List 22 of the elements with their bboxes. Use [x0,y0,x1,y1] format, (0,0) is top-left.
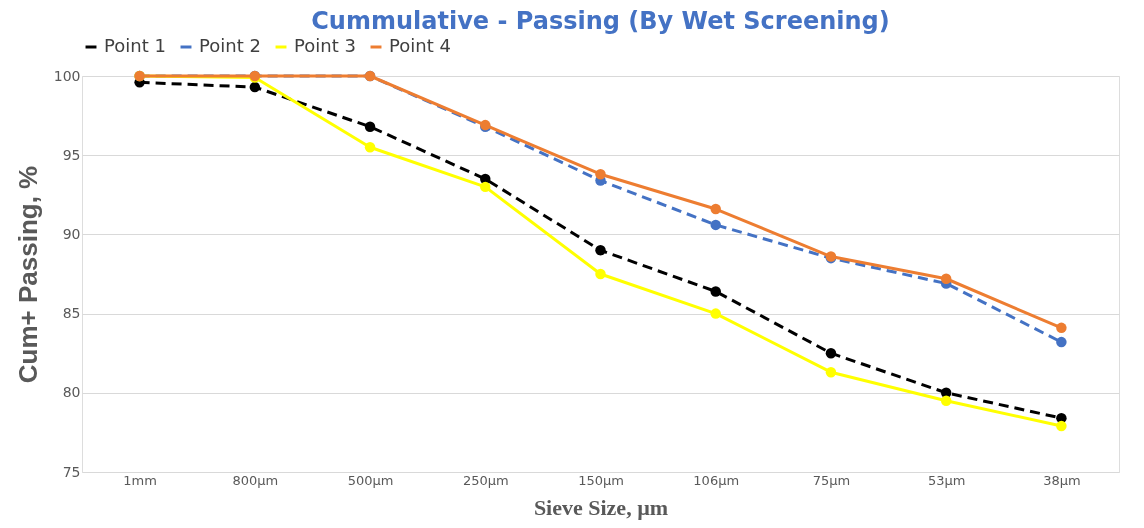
y-tick-label: 80 [62,384,81,401]
x-tick-label: 1mm [123,472,157,488]
y-tick-label: 100 [53,67,81,84]
chart-title: Cummulative - Passing (By Wet Screening) [311,7,890,35]
y-tick-label: 90 [62,225,81,242]
x-tick-label: 38µm [1043,472,1081,488]
legend-label: Point 1 [104,35,166,56]
x-tick-label: 800µm [232,472,279,488]
x-tick-label: 500µm [347,472,394,488]
y-tick-label: 75 [62,463,81,480]
x-axis-title: Sieve Size, µm [533,494,669,520]
x-tick-label: 150µm [578,472,624,488]
x-tick-label: 106µm [693,472,740,488]
legend-label: Point 2 [199,35,261,56]
x-tick-label: 75µm [812,472,851,488]
legend-label: Point 4 [389,35,451,56]
y-tick-label: 85 [62,305,81,322]
y-tick-label: 95 [62,146,81,163]
legend-label: Point 3 [294,35,356,56]
x-tick-label: 53µm [927,472,966,488]
x-tick-label: 250µm [462,472,509,488]
y-axis-title: Cum+ Passing, % [12,165,43,384]
